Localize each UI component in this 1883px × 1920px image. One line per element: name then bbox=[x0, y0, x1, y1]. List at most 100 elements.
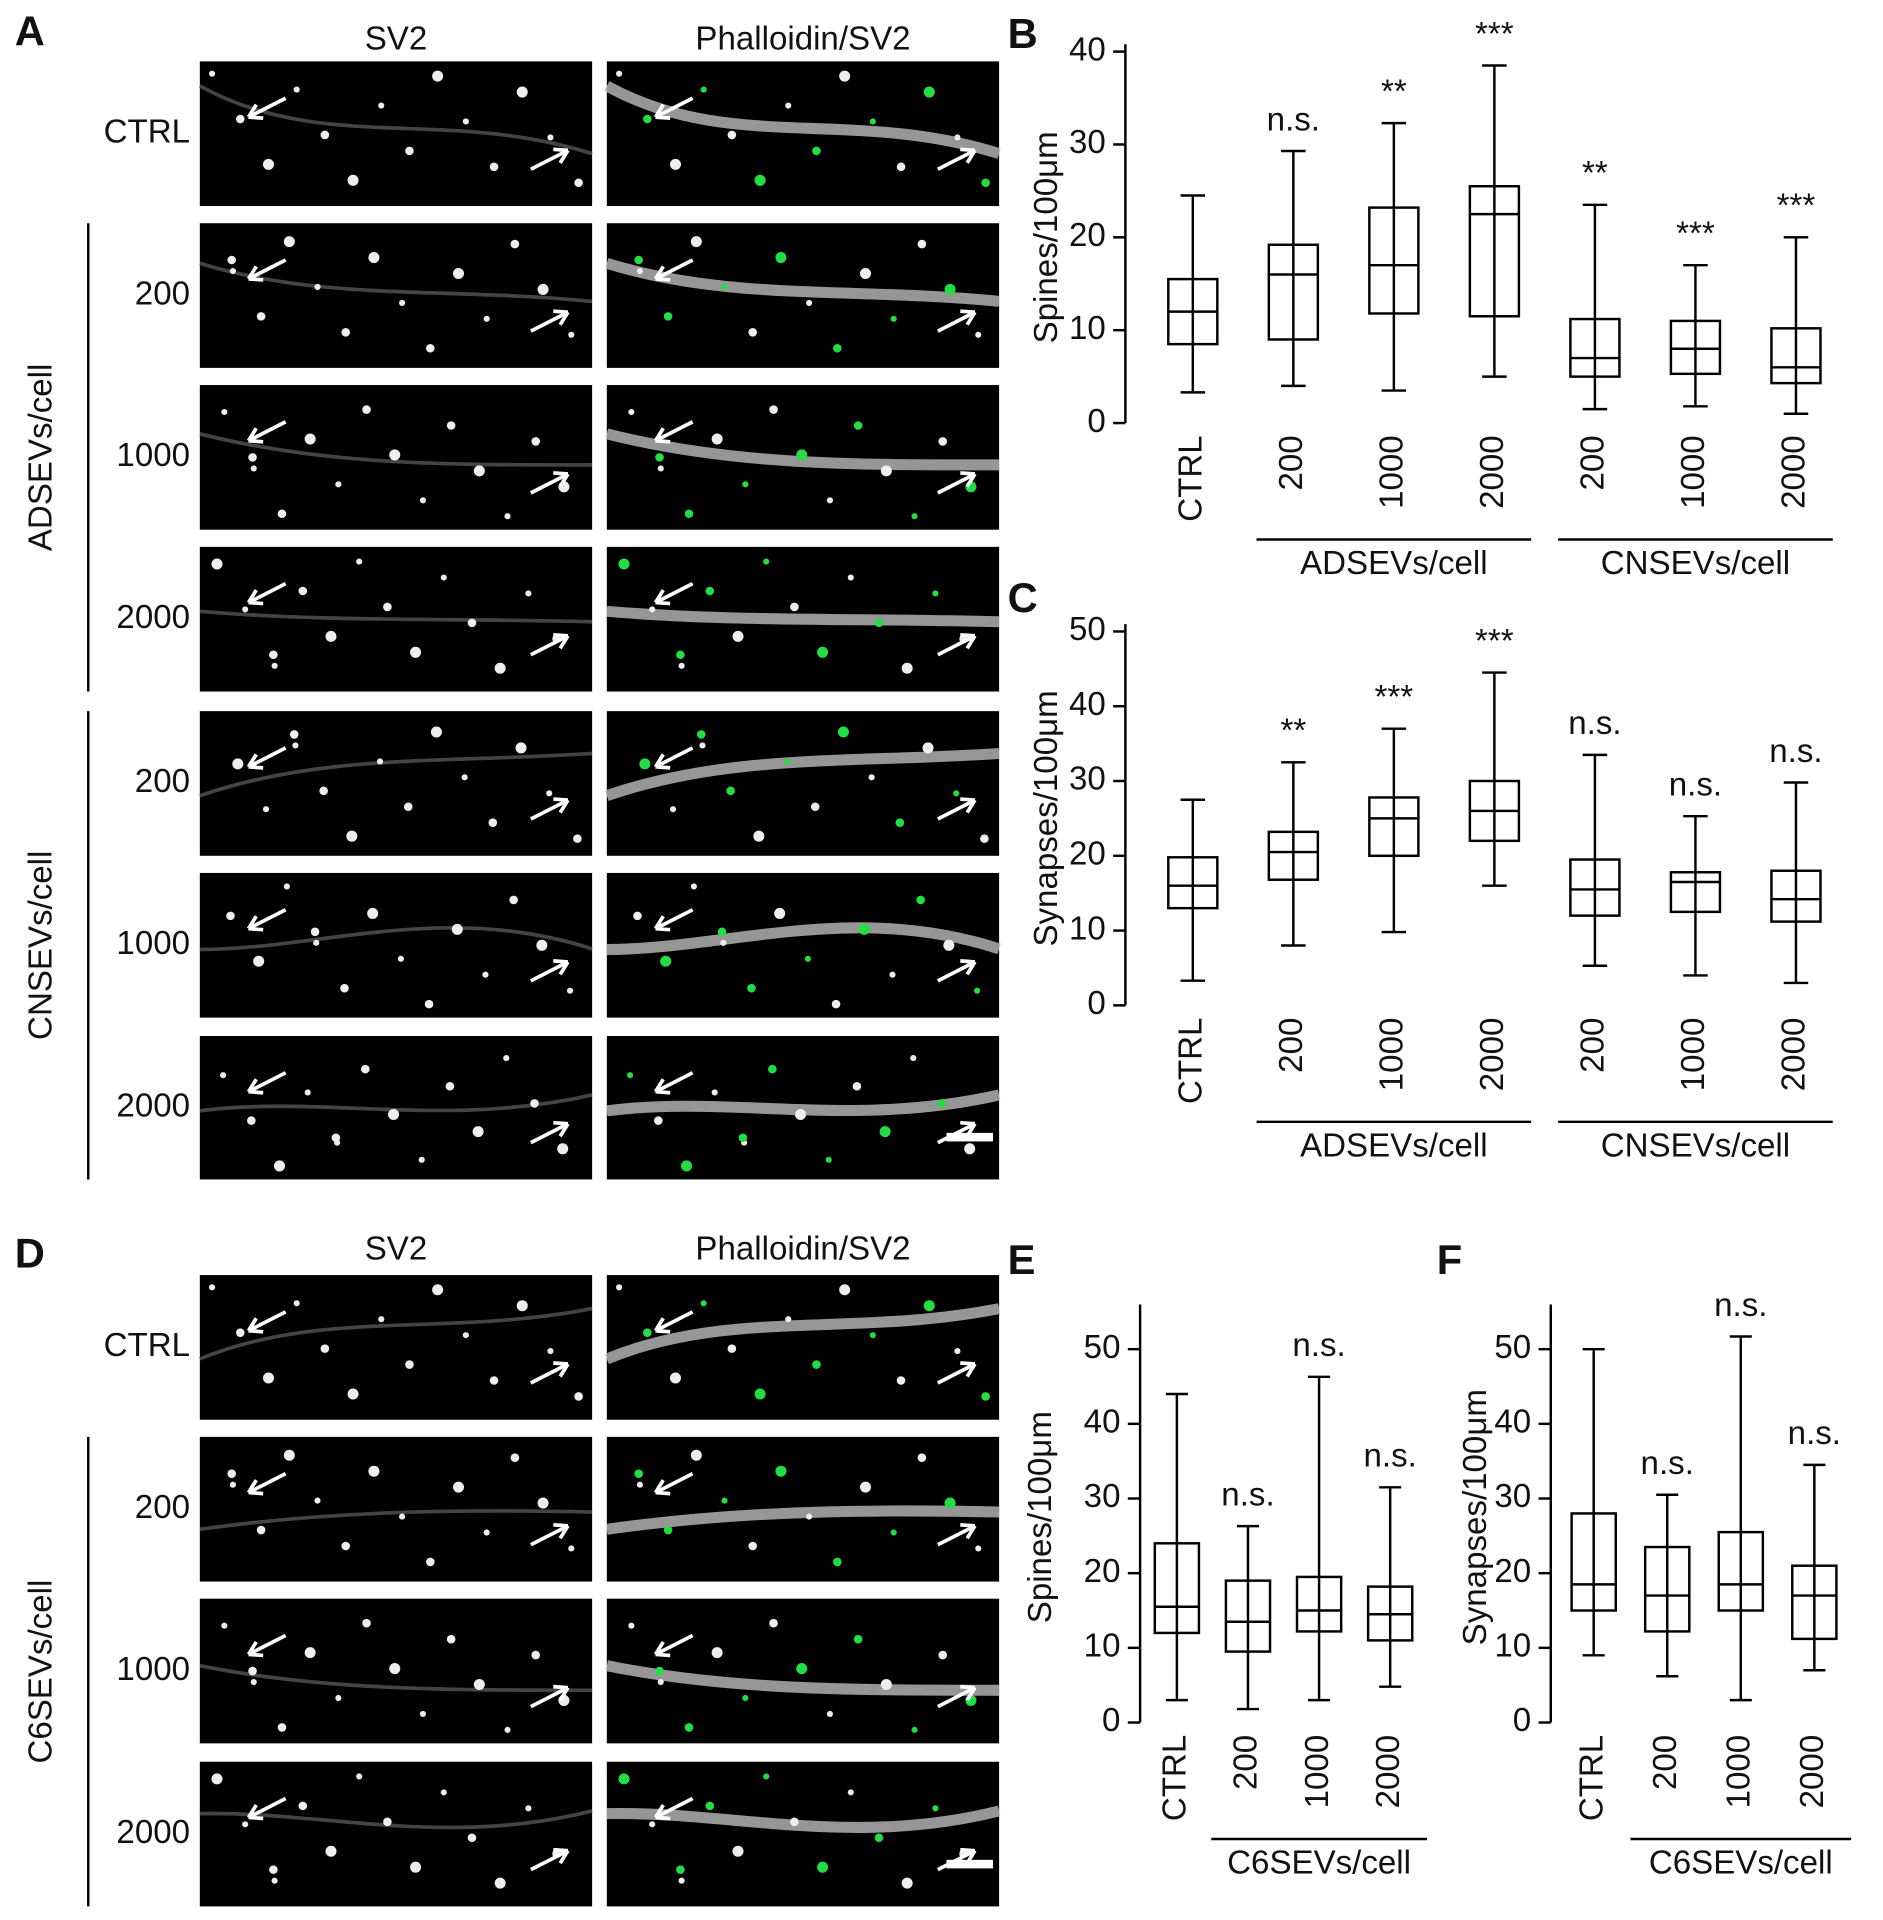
puncta bbox=[482, 971, 489, 978]
arrow-head bbox=[960, 309, 977, 326]
puncta bbox=[277, 509, 287, 519]
arrow bbox=[936, 472, 976, 495]
y-axis-label: Spines/100μm bbox=[1022, 1411, 1059, 1623]
y-tick-label: 30 bbox=[1069, 124, 1106, 161]
box bbox=[1770, 327, 1822, 385]
y-tick-label: 40 bbox=[1069, 31, 1106, 68]
panel-letter: B bbox=[1008, 10, 1038, 57]
puncta bbox=[232, 758, 244, 770]
puncta bbox=[341, 1541, 350, 1551]
significance: n.s. bbox=[1714, 1287, 1767, 1324]
x-tick-label: 1000 bbox=[1675, 435, 1712, 509]
puncta bbox=[483, 315, 490, 322]
puncta bbox=[812, 1360, 821, 1369]
puncta bbox=[537, 1497, 549, 1509]
puncta bbox=[980, 834, 989, 843]
puncta bbox=[817, 1861, 829, 1873]
puncta bbox=[262, 806, 270, 813]
puncta bbox=[826, 497, 834, 504]
puncta bbox=[346, 830, 358, 842]
puncta bbox=[839, 1284, 851, 1296]
y-tick-label: 30 bbox=[1084, 1478, 1121, 1515]
puncta bbox=[754, 174, 766, 186]
row-label: 1000 bbox=[116, 437, 190, 474]
puncta bbox=[226, 911, 235, 921]
puncta bbox=[271, 1877, 278, 1884]
puncta bbox=[874, 1833, 884, 1843]
arrow-head bbox=[653, 1803, 671, 1821]
puncta bbox=[525, 1805, 532, 1812]
puncta bbox=[403, 802, 413, 812]
puncta bbox=[325, 630, 337, 642]
puncta bbox=[901, 1877, 913, 1889]
puncta bbox=[975, 331, 982, 338]
arrow-head bbox=[553, 1361, 570, 1378]
puncta bbox=[717, 927, 727, 937]
puncta bbox=[690, 1449, 702, 1461]
puncta bbox=[911, 513, 918, 520]
puncta bbox=[383, 1817, 392, 1827]
row-label: 1000 bbox=[116, 1651, 190, 1688]
y-tick-label: 10 bbox=[1494, 1628, 1531, 1665]
puncta bbox=[923, 1300, 935, 1312]
puncta bbox=[325, 1845, 337, 1857]
arrow-head bbox=[246, 1317, 264, 1334]
arrow-head bbox=[553, 147, 570, 164]
box bbox=[1153, 1542, 1201, 1635]
box bbox=[1717, 1530, 1765, 1612]
puncta bbox=[917, 1453, 927, 1463]
y-axis-label: Synapses/100μm bbox=[1457, 1389, 1494, 1645]
puncta bbox=[618, 1773, 630, 1785]
puncta bbox=[825, 1156, 832, 1163]
puncta bbox=[293, 86, 300, 93]
arrow-head bbox=[553, 797, 570, 814]
row-label: 200 bbox=[135, 763, 190, 800]
row-label: 2000 bbox=[116, 1814, 190, 1851]
arrow bbox=[936, 1686, 976, 1709]
arrow bbox=[529, 310, 569, 333]
arrow-head bbox=[653, 589, 671, 606]
puncta bbox=[209, 70, 216, 77]
arrow-head bbox=[553, 1847, 570, 1865]
x-tick-label: 2000 bbox=[1776, 1018, 1813, 1092]
puncta bbox=[446, 1634, 456, 1644]
puncta bbox=[547, 134, 554, 141]
x-tick-label: 1000 bbox=[1299, 1735, 1336, 1809]
dendrite bbox=[199, 609, 593, 624]
puncta bbox=[289, 730, 299, 739]
puncta bbox=[341, 328, 350, 337]
dendrite bbox=[605, 428, 1000, 471]
x-tick-label: 1000 bbox=[1721, 1735, 1758, 1809]
x-tick-label: 1000 bbox=[1675, 1018, 1712, 1092]
significance: n.s. bbox=[1788, 1415, 1841, 1452]
arrow bbox=[529, 1849, 569, 1872]
dendrite bbox=[199, 1663, 593, 1693]
arrow bbox=[654, 746, 694, 769]
puncta bbox=[833, 343, 842, 353]
box bbox=[1791, 1564, 1838, 1641]
arrow-head bbox=[246, 265, 264, 282]
arrow-head bbox=[553, 1684, 570, 1702]
box bbox=[1368, 206, 1420, 315]
x-tick-label: 2000 bbox=[1776, 435, 1813, 509]
arrow-head bbox=[553, 632, 570, 650]
group-label: ADSEVs/cell bbox=[23, 364, 60, 552]
arrow-head bbox=[553, 471, 570, 488]
arrow-head bbox=[653, 1640, 671, 1658]
puncta bbox=[298, 586, 308, 596]
puncta bbox=[684, 1723, 694, 1732]
puncta bbox=[901, 662, 913, 674]
puncta bbox=[964, 1143, 976, 1155]
puncta bbox=[247, 1116, 256, 1125]
puncta bbox=[806, 1513, 813, 1520]
puncta bbox=[568, 1545, 575, 1552]
puncta bbox=[320, 1344, 330, 1353]
puncta bbox=[467, 618, 477, 628]
puncta bbox=[525, 590, 532, 597]
puncta bbox=[932, 590, 939, 597]
puncta bbox=[852, 1081, 862, 1091]
panel-letter: F bbox=[1437, 1236, 1462, 1283]
puncta bbox=[633, 911, 642, 921]
significance: n.s. bbox=[1769, 733, 1822, 770]
